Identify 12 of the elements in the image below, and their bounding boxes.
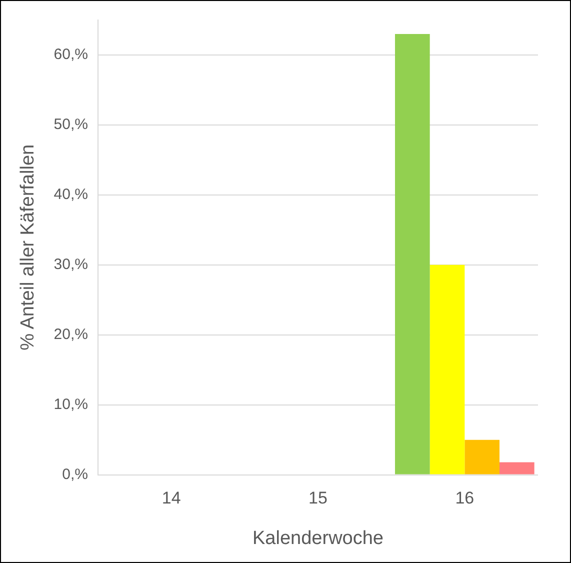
y-tick-label: 10,% [54, 396, 88, 413]
x-tick-label: 14 [162, 488, 181, 508]
y-tick-label: 40,% [54, 186, 88, 204]
x-axis-title: Kalenderwoche [252, 528, 384, 549]
y-axis-title: % Anteil aller Käferfallen [18, 144, 39, 350]
x-tick-label: 15 [308, 488, 328, 508]
y-tick-label: 20,% [54, 326, 88, 343]
y-tick-label: 60,% [54, 46, 88, 64]
x-tick-label: 16 [455, 488, 474, 508]
y-tick-label: 30,% [54, 256, 88, 274]
y-tick-label: 0,% [62, 466, 88, 483]
y-tick-label: 50,% [54, 116, 88, 134]
